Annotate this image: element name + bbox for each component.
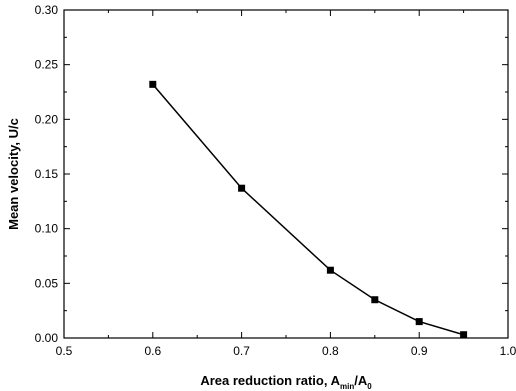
data-point [326, 266, 334, 274]
x-tick-label: 0.7 [233, 344, 250, 358]
data-point [149, 80, 157, 88]
y-tick-label: 0.30 [35, 3, 59, 17]
y-axis-title: Mean velocity, U/c [6, 118, 21, 230]
series-layer [149, 80, 468, 339]
x-axis-title-slash: /A [354, 373, 368, 388]
x-tick-label: 0.5 [56, 344, 73, 358]
series-line [152, 83, 464, 336]
x-axis-title: Area reduction ratio, Amin/A0 [200, 373, 372, 391]
y-axis: 0.00 0.05 0.10 0.15 0.20 0.25 0.30 [35, 3, 508, 345]
y-tick-label: 0.15 [35, 167, 59, 181]
x-axis-title-sub-min: min [340, 382, 354, 391]
y-tick-label: 0.05 [35, 276, 59, 290]
x-tick-label: 0.8 [322, 344, 339, 358]
x-tick-label: 1.0 [500, 344, 516, 358]
data-point [238, 184, 246, 192]
data-point [460, 331, 468, 339]
data-point [371, 296, 379, 304]
x-axis-title-main: Area reduction ratio, A [200, 373, 340, 388]
y-tick-label: 0.25 [35, 58, 59, 72]
plot-frame [63, 9, 509, 339]
x-tick-label: 0.9 [411, 344, 428, 358]
data-point [415, 318, 423, 326]
y-tick-label: 0.10 [35, 222, 59, 236]
x-axis: 0.5 0.6 0.7 0.8 0.9 1.0 [56, 10, 516, 358]
y-tick-label: 0.00 [35, 331, 59, 345]
x-tick-label: 0.6 [144, 344, 161, 358]
y-tick-label: 0.20 [35, 112, 59, 126]
x-axis-title-sub-zero: 0 [367, 382, 372, 391]
